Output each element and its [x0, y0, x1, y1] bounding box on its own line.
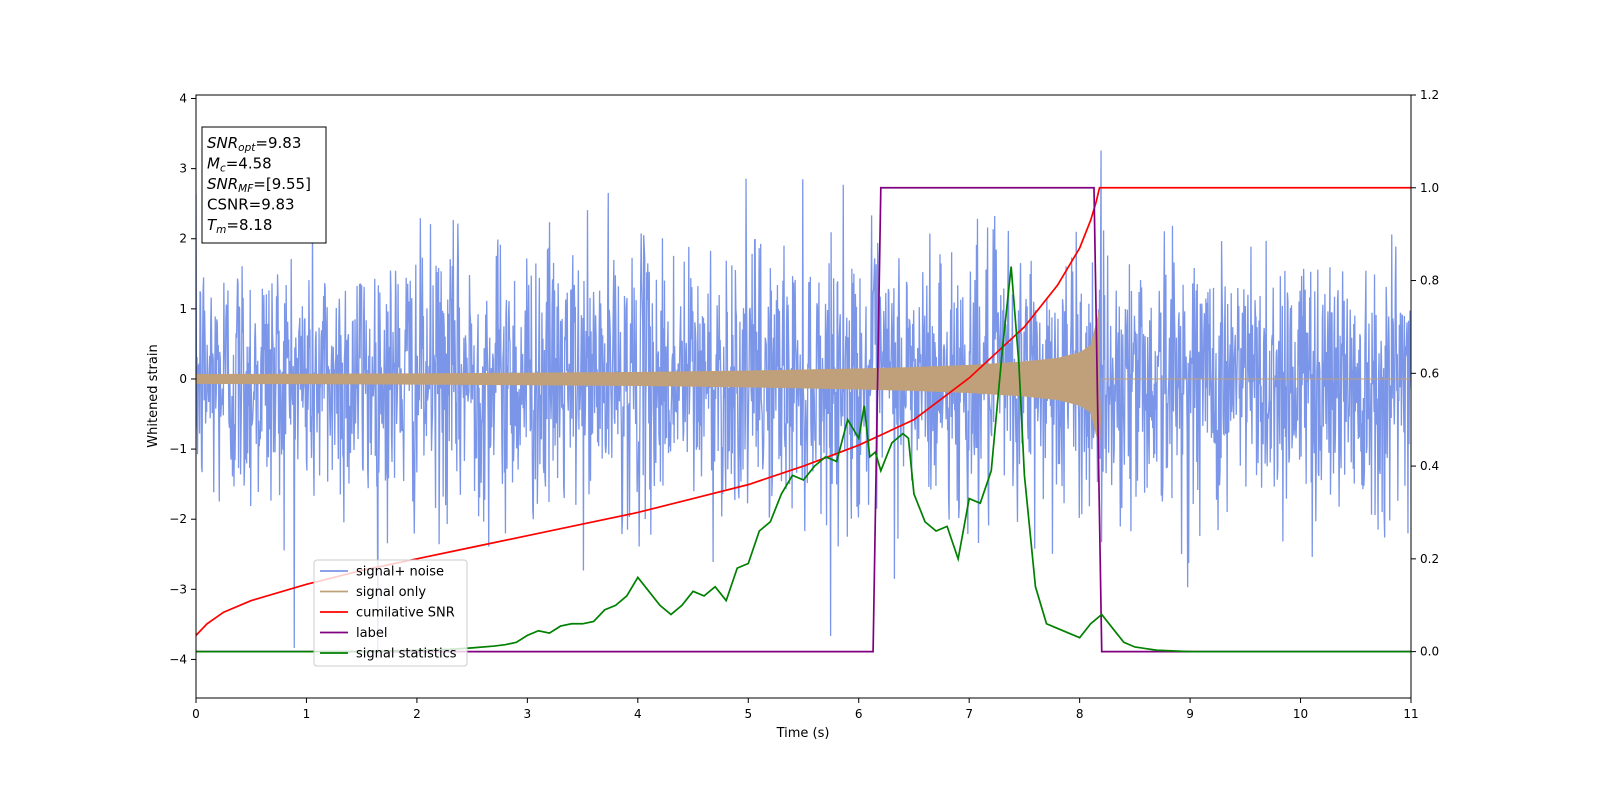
y-right-tick-label: 0.6	[1420, 366, 1439, 380]
legend-entry: signal statistics	[356, 647, 457, 662]
y-right-tick-label: 0.2	[1420, 552, 1439, 566]
x-tick-label: 4	[634, 707, 642, 721]
legend-entry: signal only	[356, 585, 426, 600]
x-tick-label: 3	[524, 707, 532, 721]
x-tick-label: 9	[1186, 707, 1194, 721]
x-tick-label: 10	[1293, 707, 1308, 721]
y-right-tick-label: 1.0	[1420, 181, 1439, 195]
stat-line: Tm=8.18	[207, 216, 272, 236]
x-tick-label: 2	[413, 707, 421, 721]
stat-line: CSNR=9.83	[207, 196, 295, 214]
plot-frame	[195, 94, 1412, 699]
series-signal-only	[196, 310, 1411, 450]
legend-entry: label	[356, 626, 387, 641]
y-right-tick-label: 0.0	[1420, 645, 1439, 659]
y-tick-label: −4	[169, 652, 187, 666]
x-axis: 0 1 2 3 4 5 6 7 8 9 10 11	[192, 698, 1419, 721]
series-signal-statistics	[196, 266, 1411, 653]
legend-entry: signal+ noise	[356, 565, 444, 580]
y-axis-label: Whitened strain	[146, 344, 161, 447]
x-tick-label: 6	[855, 707, 863, 721]
y-tick-label: −1	[169, 442, 187, 456]
y-right-tick-label: 0.8	[1420, 274, 1439, 288]
x-tick-label: 0	[192, 707, 200, 721]
x-tick-label: 5	[744, 707, 752, 721]
y-tick-label: 4	[179, 92, 187, 106]
chirp-line	[196, 310, 1411, 450]
x-tick-label: 8	[1076, 707, 1084, 721]
x-tick-label: 11	[1403, 707, 1418, 721]
legend-entry: cumilative SNR	[356, 606, 455, 621]
y-tick-label: 1	[179, 302, 187, 316]
y-right-tick-label: 1.2	[1420, 88, 1439, 102]
y-axis-right: 0.0 0.2 0.4 0.6 0.8 1.0 1.2	[1411, 88, 1439, 659]
x-axis-label: Time (s)	[776, 726, 830, 741]
stat-line: SNRopt=9.83	[207, 134, 301, 154]
x-tick-label: 7	[965, 707, 973, 721]
stat-line: Mc=4.58	[207, 155, 272, 175]
series-cumulative-snr	[196, 186, 1411, 636]
series-label	[196, 186, 1411, 653]
y-right-tick-label: 0.4	[1420, 459, 1439, 473]
stat-line: SNRMF=[9.55]	[207, 175, 311, 195]
y-tick-label: 0	[179, 372, 187, 386]
y-tick-label: −3	[169, 582, 187, 596]
x-tick-label: 1	[303, 707, 311, 721]
y-axis-left: −4 −3 −2 −1 0 1 2 3 4	[169, 92, 196, 666]
noise-line	[196, 150, 1411, 659]
y-tick-label: 3	[179, 162, 187, 176]
legend: signal+ noise signal only cumilative SNR la…	[313, 559, 468, 667]
y-tick-label: 2	[179, 232, 187, 246]
y-tick-label: −2	[169, 512, 187, 526]
series-signal-noise	[196, 150, 1411, 659]
legend-frame	[313, 559, 468, 667]
